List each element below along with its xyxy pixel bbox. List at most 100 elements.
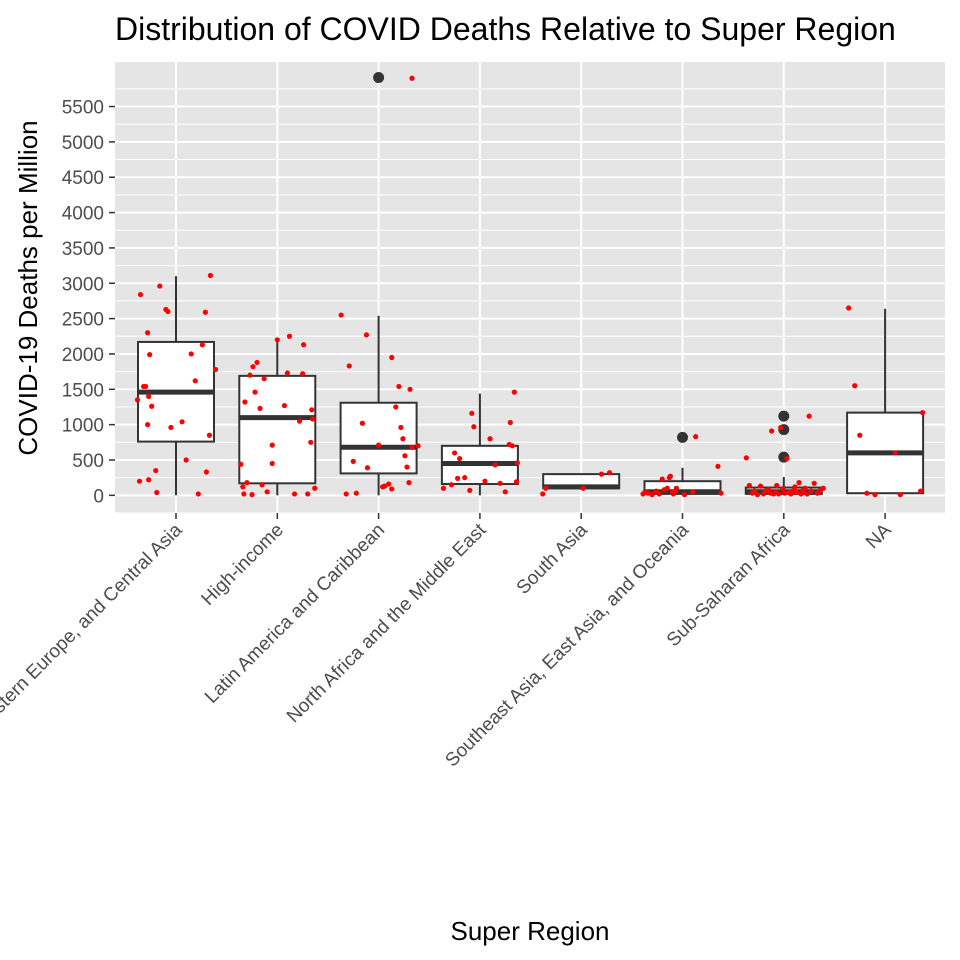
x-tick-label: NA [862, 519, 896, 553]
jitter-point [350, 458, 356, 464]
jitter-point [396, 383, 402, 390]
jitter-point [502, 489, 508, 495]
jitter-point [409, 75, 415, 81]
jitter-point [440, 485, 447, 491]
jitter-point [254, 359, 260, 366]
jitter-point [715, 463, 721, 469]
jitter-point [808, 488, 814, 494]
jitter-point [448, 482, 455, 488]
y-tick-label: 2000 [62, 345, 104, 366]
jitter-point [252, 389, 258, 395]
jitter-point [409, 444, 415, 450]
jitter-point [892, 450, 898, 456]
chart-title: Distribution of COVID Deaths Relative to… [115, 11, 896, 47]
jitter-point [864, 490, 870, 496]
jitter-point [774, 482, 780, 489]
jitter-point [690, 489, 696, 495]
jitter-point [804, 491, 810, 497]
jitter-point [140, 383, 147, 390]
jitter-point [338, 312, 344, 318]
jitter-point [259, 482, 265, 488]
jitter-point [455, 475, 461, 481]
jitter-point [179, 419, 185, 425]
jitter-point [846, 305, 852, 311]
jitter-point [796, 480, 802, 486]
jitter-point [145, 422, 151, 428]
jitter-point [451, 450, 458, 456]
jitter-point [157, 283, 163, 289]
y-axis-title: COVID-19 Deaths per Million [13, 120, 43, 455]
jitter-point [147, 352, 153, 358]
jitter-point [206, 432, 213, 438]
x-tick-label: High-income [198, 520, 288, 610]
y-tick-label: 3500 [62, 239, 104, 260]
jitter-point [784, 455, 790, 462]
jitter-point [154, 489, 160, 496]
jitter-point [207, 272, 214, 279]
jitter-point [188, 351, 194, 357]
jitter-point [543, 485, 549, 491]
jitter-point [192, 378, 198, 384]
jitter-point [820, 485, 826, 491]
jitter-point [457, 455, 463, 462]
jitter-point [794, 489, 800, 496]
jitter-point [469, 410, 475, 416]
jitter-point [346, 363, 352, 369]
jitter-point [509, 443, 515, 449]
jitter-point [467, 487, 473, 493]
jitter-point [296, 418, 303, 424]
jitter-point [261, 376, 267, 382]
jitter-point [407, 386, 413, 392]
jitter-point [310, 416, 316, 422]
outlier-point [677, 431, 688, 443]
jitter-point [667, 473, 673, 479]
jitter-point [514, 460, 520, 466]
jitter-point [513, 479, 519, 485]
jitter-point [305, 491, 311, 497]
jitter-point [309, 407, 315, 413]
jitter-point [343, 491, 349, 497]
jitter-point [802, 485, 808, 491]
jitter-point [353, 490, 359, 496]
jitter-point [811, 480, 817, 486]
jitter-point [746, 482, 752, 489]
jitter-point [919, 410, 926, 416]
jitter-point [681, 492, 688, 498]
jitter-point [507, 419, 513, 426]
jitter-point [649, 492, 655, 498]
jitter-point [146, 393, 152, 399]
jitter-point [751, 488, 758, 494]
jitter-point [857, 432, 863, 438]
jitter-point [540, 491, 546, 497]
jitter-point [264, 489, 270, 495]
jitter-point [389, 354, 395, 361]
jitter-point [580, 485, 586, 491]
jitter-point [240, 484, 246, 490]
jitter-point [917, 488, 924, 494]
jitter-point [400, 436, 406, 442]
x-axis: Central Europe, Eastern Europe, and Cent… [0, 513, 896, 832]
jitter-point [398, 424, 404, 431]
jitter-point [782, 490, 788, 496]
jitter-point [382, 483, 388, 489]
jitter-point [286, 333, 293, 339]
jitter-point [257, 405, 263, 411]
jitter-point [718, 490, 724, 496]
jitter-point [308, 439, 314, 445]
jitter-point [291, 491, 298, 497]
jitter-point [359, 420, 365, 426]
jitter-point [778, 424, 784, 431]
jitter-point [301, 342, 307, 348]
y-tick-label: 4000 [62, 204, 104, 225]
jitter-point [241, 491, 247, 497]
jitter-point [673, 485, 680, 491]
x-tick-label: Central Europe, Eastern Europe, and Cent… [0, 519, 187, 831]
jitter-point [364, 465, 371, 471]
jitter-point [274, 337, 280, 343]
y-axis: 0 500 1000 1500 2000 2500 3000 3500 4000 4500 5000… [62, 98, 115, 507]
jitter-point [462, 475, 468, 481]
jitter-point [769, 428, 775, 434]
jitter-point [852, 383, 858, 389]
jitter-point [792, 484, 798, 490]
